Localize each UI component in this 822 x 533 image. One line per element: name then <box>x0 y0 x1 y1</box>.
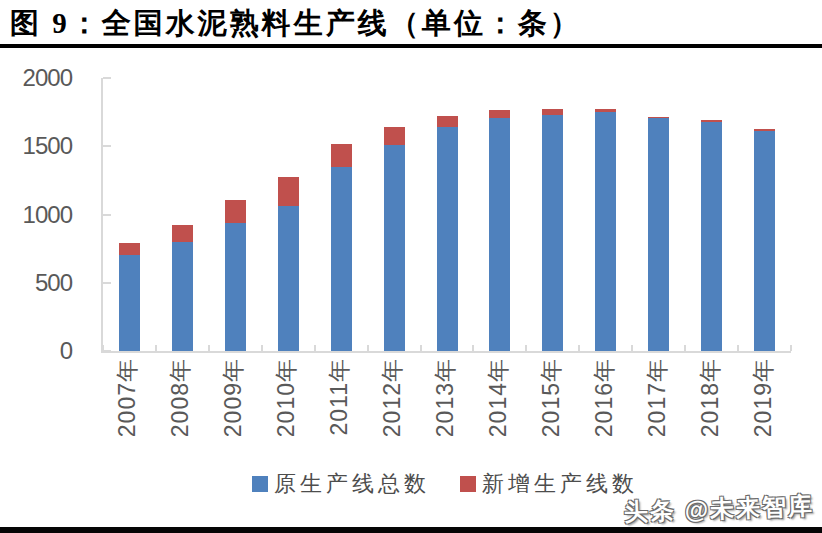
bar-segment-2008年-原生产线总数 <box>172 242 193 351</box>
x-axis-tick-label: 2019年 <box>751 358 776 437</box>
bar-segment-2010年-原生产线总数 <box>278 206 299 351</box>
bar-segment-2009年-新增生产线数 <box>225 200 246 224</box>
y-axis-tick <box>103 282 111 284</box>
x-axis-tick-label: 2018年 <box>698 358 723 437</box>
legend-label-original-lines: 原生产线总数 <box>274 469 430 499</box>
legend-marker-original-lines <box>252 476 268 492</box>
x-axis-tick <box>420 345 422 351</box>
y-axis-tick-label: 1500 <box>0 133 72 159</box>
x-axis-tick <box>102 345 104 351</box>
bar-segment-2011年-原生产线总数 <box>331 167 352 351</box>
y-axis-tick <box>103 77 111 79</box>
bar-segment-2007年-新增生产线数 <box>119 243 140 255</box>
bottom-black-bar <box>0 527 822 533</box>
x-axis-tick-label: 2015年 <box>539 358 564 437</box>
x-axis-tick-label: 2013年 <box>433 358 458 437</box>
x-axis-tick-label: 2008年 <box>168 358 193 437</box>
x-axis-tick-label: 2010年 <box>274 358 299 437</box>
watermark: 头条 @未来智库 <box>623 490 814 529</box>
x-axis-tick-label: 2009年 <box>221 358 246 437</box>
bar-segment-2015年-新增生产线数 <box>542 109 563 114</box>
legend-label-new-lines: 新增生产线数 <box>482 469 638 499</box>
y-axis-tick <box>103 145 111 147</box>
x-axis-tick <box>631 345 633 351</box>
bar-segment-2011年-新增生产线数 <box>331 144 352 167</box>
x-axis-tick <box>367 345 369 351</box>
x-axis-tick <box>472 345 474 351</box>
bar-segment-2012年-原生产线总数 <box>384 145 405 351</box>
x-axis-tick <box>578 345 580 351</box>
bar-segment-2019年-原生产线总数 <box>754 131 775 351</box>
legend-marker-new-lines <box>460 476 476 492</box>
bar-segment-2015年-原生产线总数 <box>542 115 563 351</box>
bar-segment-2016年-原生产线总数 <box>595 112 616 351</box>
bar-segment-2013年-新增生产线数 <box>437 116 458 127</box>
bar-segment-2010年-新增生产线数 <box>278 177 299 206</box>
bar-segment-2007年-原生产线总数 <box>119 255 140 351</box>
bar-segment-2008年-新增生产线数 <box>172 225 193 242</box>
x-axis-tick <box>208 345 210 351</box>
y-axis-tick <box>103 350 111 352</box>
title-divider <box>0 44 822 48</box>
y-axis-tick-label: 1000 <box>0 202 72 228</box>
x-axis-tick-label: 2016年 <box>592 358 617 437</box>
bar-segment-2019年-新增生产线数 <box>754 129 775 131</box>
x-axis-tick <box>684 345 686 351</box>
x-axis-tick-label: 2014年 <box>486 358 511 437</box>
figure-title: 图 9：全国水泥熟料生产线（单位：条） <box>10 4 582 44</box>
y-axis-tick <box>103 214 111 216</box>
bar-segment-2017年-新增生产线数 <box>648 117 669 118</box>
x-axis-tick <box>155 345 157 351</box>
y-axis-tick-label: 2000 <box>0 65 72 91</box>
y-axis-tick-label: 500 <box>0 270 72 296</box>
bar-segment-2017年-原生产线总数 <box>648 118 669 351</box>
y-axis-tick-label: 0 <box>0 338 72 364</box>
plot-area <box>101 78 791 353</box>
bar-segment-2018年-原生产线总数 <box>701 122 722 351</box>
x-axis-tick-label: 2017年 <box>645 358 670 437</box>
x-axis-tick <box>261 345 263 351</box>
bar-segment-2014年-原生产线总数 <box>489 118 510 351</box>
figure: 图 9：全国水泥熟料生产线（单位：条） 0 500 1000 1500 2000 原生产… <box>0 0 822 533</box>
x-axis-tick-label: 2012年 <box>380 358 405 437</box>
x-axis-tick <box>525 345 527 351</box>
x-axis-tick-label: 2011年 <box>327 358 352 435</box>
bar-segment-2016年-新增生产线数 <box>595 109 616 112</box>
bar-segment-2014年-新增生产线数 <box>489 110 510 118</box>
legend-item-new-lines: 新增生产线数 <box>460 469 638 499</box>
bar-segment-2018年-新增生产线数 <box>701 120 722 122</box>
bar-segment-2012年-新增生产线数 <box>384 127 405 145</box>
x-axis-tick <box>790 345 792 351</box>
legend-item-original-lines: 原生产线总数 <box>252 469 430 499</box>
x-axis-tick-label: 2007年 <box>115 358 140 437</box>
bar-segment-2013年-原生产线总数 <box>437 127 458 351</box>
x-axis-tick <box>314 345 316 351</box>
x-axis-tick <box>737 345 739 351</box>
bar-segment-2009年-原生产线总数 <box>225 223 246 351</box>
